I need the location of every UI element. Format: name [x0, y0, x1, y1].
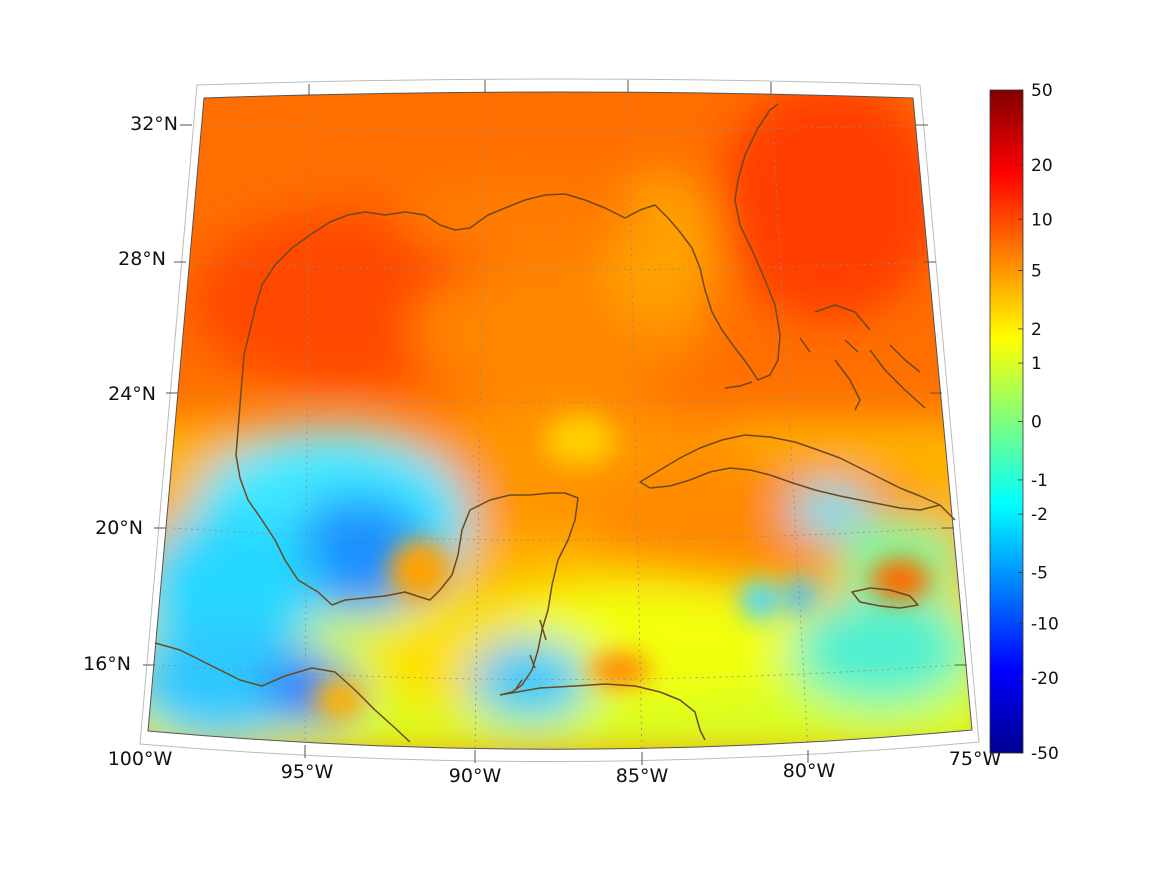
mexico-coastline: [331, 492, 579, 696]
bahamas-coastline: [799, 304, 926, 411]
lon-label-100w: 100°W: [108, 748, 173, 770]
longitude-labels: 100°W 95°W 90°W 85°W 80°W 75°W: [108, 748, 1002, 787]
colorbar-tick-label: 2: [1031, 320, 1042, 340]
lat-label-20n: 20°N: [95, 517, 143, 539]
colorbar-tick-label: 50: [1031, 81, 1053, 101]
colorbar-tick-label: 10: [1031, 210, 1053, 230]
lon-label-90w: 90°W: [449, 765, 502, 787]
lon-label-95w: 95°W: [281, 761, 334, 783]
jamaica-coastline: [851, 587, 919, 609]
pacific-coastline: [154, 642, 411, 743]
colorbar-tick-label: -1: [1031, 471, 1048, 491]
colorbar-tick-label: -10: [1031, 615, 1059, 635]
lon-label-80w: 80°W: [783, 760, 836, 782]
colorbar-gradient: [989, 89, 1024, 754]
colorbar-tick-label: 1: [1031, 354, 1042, 374]
colorbar-tick-label: -50: [1031, 744, 1059, 764]
central-america-coastline: [499, 683, 706, 741]
colorbar-tick-label: 5: [1031, 261, 1042, 281]
lon-label-75w: 75°W: [949, 748, 1002, 770]
graticule: [161, 92, 956, 750]
latitude-labels: 32°N 28°N 24°N 20°N 16°N: [83, 113, 178, 675]
lat-label-24n: 24°N: [108, 383, 156, 405]
colorbar-tick-label: -20: [1031, 669, 1059, 689]
colorbar-tick-label: -2: [1031, 505, 1048, 525]
lon-label-85w: 85°W: [616, 765, 669, 787]
map-frame: [139, 78, 980, 765]
colorbar-tick-label: -5: [1031, 564, 1048, 584]
lat-label-32n: 32°N: [130, 113, 178, 135]
colorbar-tick-label: 20: [1031, 156, 1053, 176]
cuba-coastline: [639, 434, 941, 511]
lat-label-16n: 16°N: [83, 653, 131, 675]
colorbar-tick-label: 0: [1031, 413, 1042, 433]
coastlines: [154, 103, 956, 743]
gulf-coastline: [235, 103, 781, 606]
lat-label-28n: 28°N: [118, 248, 166, 270]
data-field: [148, 92, 972, 750]
